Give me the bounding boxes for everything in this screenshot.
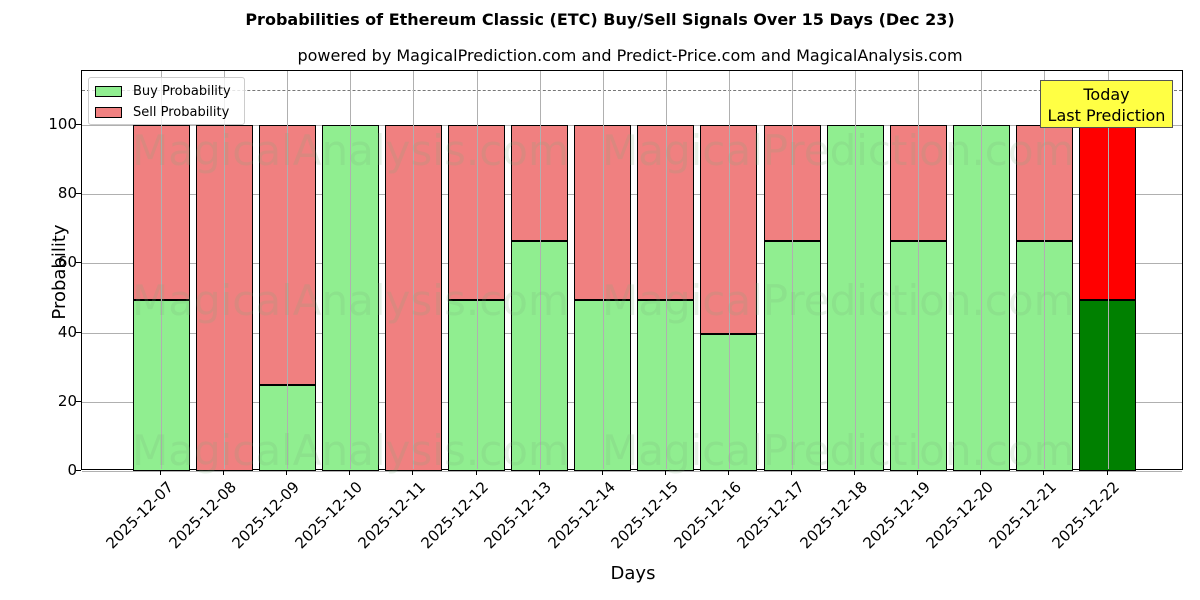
grid-line-vertical (413, 71, 415, 469)
y-tick-mark (76, 331, 81, 333)
y-tick-mark (76, 470, 81, 471)
x-tick-label: 2025-12-16 (670, 478, 745, 553)
y-tick-mark (76, 400, 81, 402)
grid-line-vertical (1107, 71, 1109, 469)
grid-line-vertical (855, 71, 857, 469)
x-tick-mark (791, 470, 792, 475)
grid-line-vertical (981, 71, 983, 469)
x-tick-mark (412, 470, 414, 475)
x-tick-label: 2025-12-08 (165, 478, 240, 553)
x-tick-label: 2025-12-20 (922, 478, 998, 553)
y-tick-label: 60 (57, 253, 77, 272)
grid-line-vertical (350, 71, 352, 469)
x-tick-label: 2025-12-12 (417, 478, 493, 553)
grid-line-horizontal (82, 125, 1182, 126)
x-tick-mark (664, 470, 666, 475)
y-tick-label: 80 (57, 184, 77, 203)
x-tick-mark (286, 470, 288, 475)
x-tick-mark (727, 470, 729, 475)
x-tick-label: 2025-12-22 (1048, 478, 1124, 553)
x-axis-label: Days (610, 563, 656, 584)
grid-line-vertical (728, 71, 730, 469)
grid-line-vertical (476, 71, 478, 469)
annotation-line-2: Last Prediction (1047, 106, 1166, 125)
x-tick-mark (917, 470, 919, 475)
x-tick-label: 2025-12-11 (354, 478, 430, 553)
y-tick-label: 100 (48, 115, 77, 133)
grid-line-vertical (539, 71, 541, 469)
x-tick-mark (601, 470, 603, 475)
x-tick-label: 2025-12-17 (733, 478, 808, 553)
annotation-line-1: Today (1083, 85, 1130, 104)
y-tick-label: 40 (57, 322, 77, 341)
x-tick-label: 2025-12-19 (859, 478, 934, 553)
grid-line-vertical (224, 71, 226, 469)
grid-line-vertical (918, 71, 920, 469)
grid-line-horizontal (82, 332, 1182, 334)
y-tick-label: 20 (57, 391, 77, 410)
x-tick-mark (538, 470, 540, 475)
sell-swatch-icon (95, 106, 122, 118)
grid-line-vertical (287, 71, 289, 469)
grid-line-vertical (161, 71, 162, 469)
y-tick-mark (76, 193, 81, 195)
x-tick-mark (980, 470, 982, 475)
today-annotation: Today Last Prediction (1040, 80, 1173, 128)
x-tick-mark (349, 470, 351, 475)
legend-item-sell: Sell Probability (95, 104, 229, 120)
x-tick-mark (160, 470, 161, 475)
y-axis-label: Probability (49, 224, 71, 320)
grid-line-vertical (665, 71, 667, 469)
legend: Buy Probability Sell Probability (88, 77, 245, 125)
x-tick-label: 2025-12-18 (796, 478, 871, 553)
plot-area: MagicalAnalysis.comMagicalPrediction.com… (81, 70, 1183, 475)
grid-line-horizontal (82, 471, 1182, 472)
grid-line-horizontal (82, 194, 1182, 196)
grid-line-horizontal (82, 401, 1182, 403)
y-tick-label: 0 (67, 461, 77, 479)
x-tick-mark (475, 470, 477, 475)
grid-line-vertical (602, 71, 604, 469)
x-tick-mark (1043, 470, 1045, 475)
x-tick-mark (223, 470, 225, 475)
x-tick-label: 2025-12-13 (480, 478, 556, 553)
x-tick-mark (1106, 470, 1108, 475)
legend-label-sell: Sell Probability (133, 104, 230, 120)
y-tick-mark (76, 262, 81, 264)
grid-line-horizontal (82, 263, 1182, 265)
chart-title: Probabilities of Ethereum Classic (ETC) … (245, 10, 955, 29)
grid-line-vertical (1044, 71, 1046, 469)
legend-label-buy: Buy Probability (133, 83, 231, 99)
buy-swatch-icon (95, 85, 122, 97)
reference-line (82, 90, 1182, 92)
x-tick-label: 2025-12-10 (291, 478, 367, 553)
y-tick-mark (76, 124, 81, 125)
grid-line-vertical (792, 71, 793, 469)
legend-item-buy: Buy Probability (95, 83, 231, 99)
x-tick-label: 2025-12-21 (985, 478, 1061, 553)
chart-subtitle: powered by MagicalPrediction.com and Pre… (297, 46, 963, 65)
x-tick-mark (854, 470, 856, 475)
x-tick-label: 2025-12-07 (102, 478, 177, 553)
x-tick-label: 2025-12-14 (544, 478, 619, 553)
x-tick-label: 2025-12-09 (228, 478, 303, 553)
